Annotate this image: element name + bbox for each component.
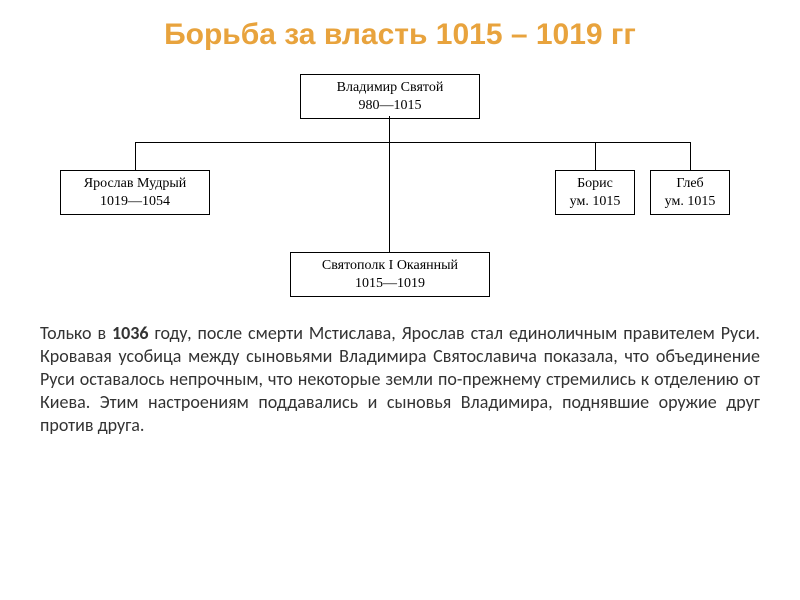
node-gleb: Глеб ум. 1015	[650, 170, 730, 215]
node-label: Владимир Святой	[309, 79, 471, 97]
node-svyatopolk: Святополк I Окаянный 1015—1019	[290, 252, 490, 297]
para-before: Только в	[40, 322, 112, 344]
node-yaroslav: Ярослав Мудрый 1019—1054	[60, 170, 210, 215]
node-label: Святополк I Окаянный	[299, 257, 481, 275]
tree-line	[690, 142, 691, 170]
tree-line	[135, 142, 690, 143]
para-after: году, после смерти Мстислава, Ярослав ст…	[40, 322, 760, 436]
page-title: Борьба за власть 1015 – 1019 гг	[0, 0, 800, 62]
node-label: Борис	[564, 175, 626, 193]
node-boris: Борис ум. 1015	[555, 170, 635, 215]
tree-line	[135, 142, 136, 170]
tree-line	[595, 142, 596, 170]
node-vladimir: Владимир Святой 980—1015	[300, 74, 480, 119]
title-text: Борьба за власть 1015 – 1019 гг	[164, 18, 636, 51]
node-years: 1019—1054	[69, 193, 201, 211]
node-label: Глеб	[659, 175, 721, 193]
node-years: 980—1015	[309, 97, 471, 115]
para-year: 1036	[112, 322, 149, 344]
description-paragraph: Только в 1036 году, после смерти Мстисла…	[0, 322, 800, 437]
family-tree: Владимир Святой 980—1015 Ярослав Мудрый …	[0, 62, 800, 322]
node-years: ум. 1015	[659, 193, 721, 211]
node-years: ум. 1015	[564, 193, 626, 211]
node-years: 1015—1019	[299, 275, 481, 293]
tree-line	[389, 142, 390, 252]
node-label: Ярослав Мудрый	[69, 175, 201, 193]
tree-line	[389, 116, 390, 142]
